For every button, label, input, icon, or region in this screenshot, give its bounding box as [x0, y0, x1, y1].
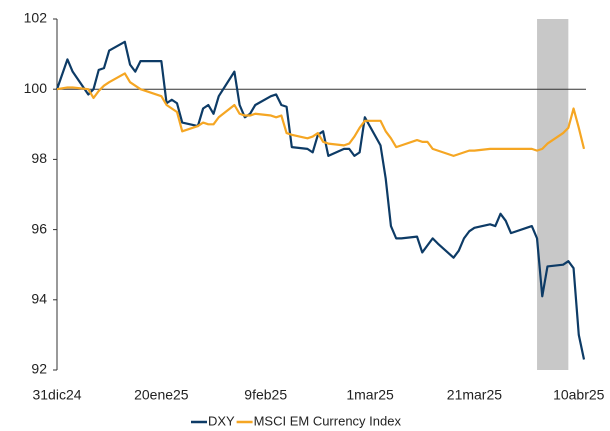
x-tick-label: 31dic24	[32, 387, 81, 403]
y-tick-label: 98	[31, 150, 47, 166]
legend-label: MSCI EM Currency Index	[254, 413, 402, 428]
y-tick-label: 102	[24, 10, 48, 26]
series-line	[56, 72, 586, 157]
y-tick-label: 96	[31, 220, 47, 236]
x-tick-label: 20ene25	[134, 387, 189, 403]
x-tick-label: 1mar25	[346, 387, 394, 403]
y-tick-label: 92	[31, 361, 47, 377]
shaded-period	[537, 19, 569, 370]
y-tick-label: 94	[31, 291, 47, 307]
x-tick-label: 9feb25	[244, 387, 287, 403]
x-tick-label: 10abr25	[553, 387, 605, 403]
x-tick-label: 21mar25	[447, 387, 502, 403]
legend-label: DXY	[208, 413, 235, 428]
y-tick-label: 100	[24, 80, 48, 96]
series-line	[55, 40, 586, 360]
